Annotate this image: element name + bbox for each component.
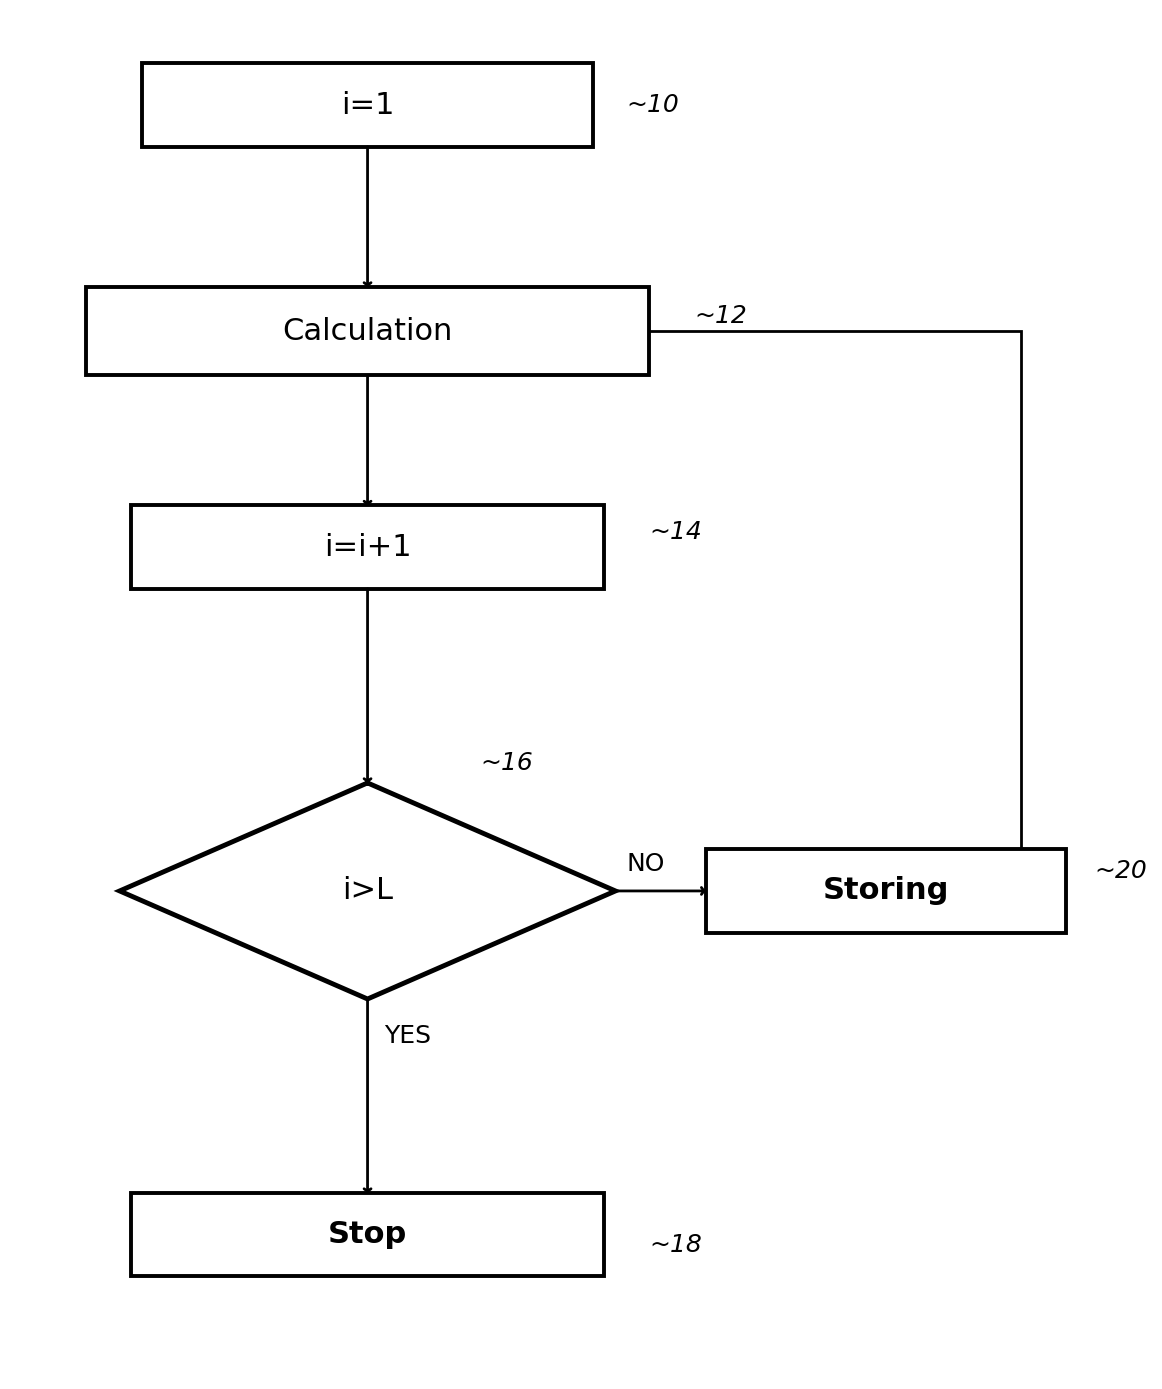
Bar xyxy=(86,288,650,375)
Text: ~14: ~14 xyxy=(650,521,702,544)
Text: Calculation: Calculation xyxy=(282,317,453,346)
Bar xyxy=(131,1193,604,1276)
Text: Stop: Stop xyxy=(328,1220,407,1249)
Polygon shape xyxy=(120,783,616,999)
Text: ~16: ~16 xyxy=(480,751,533,775)
Text: Storing: Storing xyxy=(823,876,949,906)
Bar xyxy=(142,64,593,147)
Text: i=1: i=1 xyxy=(340,90,394,119)
Text: ~18: ~18 xyxy=(650,1232,702,1257)
Text: ~20: ~20 xyxy=(1095,860,1147,883)
Text: YES: YES xyxy=(385,1024,431,1047)
Text: ~10: ~10 xyxy=(626,93,680,117)
Text: NO: NO xyxy=(626,853,665,876)
Text: i=i+1: i=i+1 xyxy=(324,532,411,561)
Text: ~12: ~12 xyxy=(695,304,747,328)
Bar xyxy=(131,506,604,589)
Bar xyxy=(705,849,1067,932)
Text: i>L: i>L xyxy=(342,876,393,906)
